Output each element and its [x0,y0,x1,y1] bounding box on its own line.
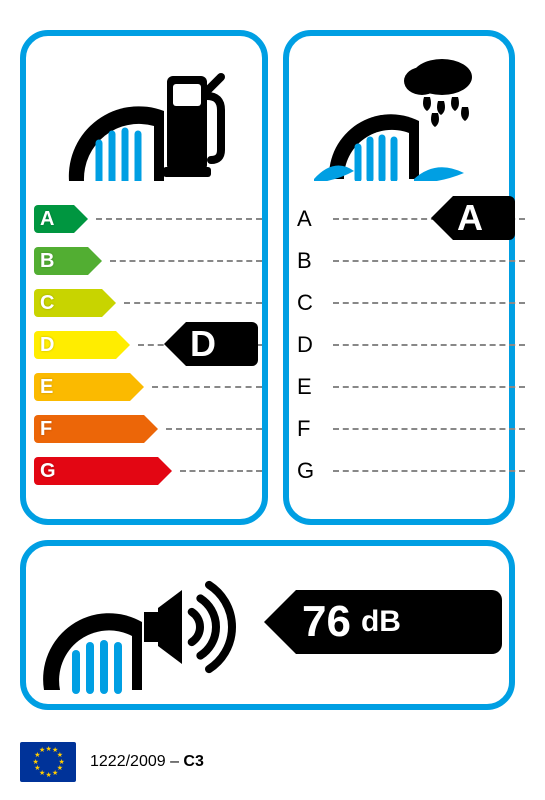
wet-grade-letter: D [297,332,327,358]
wet-grip-panel: ABCDEFG A [283,30,515,525]
fuel-row-b: B [34,246,266,276]
eu-star: ★ [39,748,44,753]
fuel-bar: F [34,415,144,443]
fuel-grade-letter: E [34,376,53,399]
footer: ★★★★★★★★★★★★ 1222/2009 – C3 [20,742,515,782]
fuel-row-f: F [34,414,266,444]
wet-row-g: G [297,456,529,486]
noise-panel: 76 dB [20,540,515,710]
fuel-grade-letter: D [34,334,54,357]
fuel-row-c: C [34,288,266,318]
eu-star: ★ [57,753,62,758]
dash-line [333,302,525,304]
fuel-grade-indicator: D [186,322,258,366]
fuel-grade-value: D [186,326,226,362]
regulation-text: 1222/2009 – C3 [90,753,204,771]
tyre-class: C3 [183,753,203,770]
wet-rating-scale: ABCDEFG [297,204,529,498]
fuel-grade-letter: G [34,460,56,483]
fuel-grade-letter: B [34,250,54,273]
wet-icon-area [289,36,509,196]
wet-row-b: B [297,246,529,276]
eu-star: ★ [33,760,38,765]
wet-grade-indicator: A [453,196,515,240]
wet-row-e: E [297,372,529,402]
fuel-bar: C [34,289,102,317]
wet-grade-letter: B [297,248,327,274]
wet-grade-letter: G [297,458,327,484]
fuel-grade-letter: F [34,418,52,441]
fuel-row-e: E [34,372,266,402]
dash-line [333,470,525,472]
eu-star: ★ [59,760,64,765]
wet-row-d: D [297,330,529,360]
noise-indicator: 76 dB [296,590,502,654]
dash-line [110,260,262,262]
tire-rain-icon [314,51,484,181]
dash-line [333,386,525,388]
noise-value: 76 [296,597,351,647]
fuel-bar: A [34,205,74,233]
wet-grade-letter: A [297,206,327,232]
dash-line [333,344,525,346]
fuel-bar: E [34,373,130,401]
tire-noise-icon [32,550,262,700]
wet-grade-letter: C [297,290,327,316]
wet-grade-letter: E [297,374,327,400]
fuel-bar: G [34,457,158,485]
eu-star: ★ [34,766,39,771]
regulation-number: 1222/2009 – [90,753,183,770]
eu-flag-icon: ★★★★★★★★★★★★ [20,742,76,782]
dash-line [180,470,262,472]
fuel-grade-letter: A [34,208,54,231]
wet-row-f: F [297,414,529,444]
fuel-bar: D [34,331,116,359]
wet-row-c: C [297,288,529,318]
fuel-row-g: G [34,456,266,486]
fuel-bar: B [34,247,88,275]
fuel-row-a: A [34,204,266,234]
dash-line [124,302,262,304]
dash-line [166,428,262,430]
eu-star: ★ [52,771,57,776]
wet-grade-value: A [453,200,493,236]
noise-unit: dB [361,605,401,639]
wet-grade-letter: F [297,416,327,442]
fuel-grade-letter: C [34,292,54,315]
eu-star: ★ [46,747,51,752]
dash-line [152,386,262,388]
fuel-icon-area [26,36,262,196]
fuel-efficiency-panel: ABCDEFG D [20,30,268,525]
dash-line [333,428,525,430]
dash-line [96,218,262,220]
dash-line [333,260,525,262]
sound-wave-arc [192,612,200,642]
tire-fuel-pump-icon [59,51,229,181]
eu-star: ★ [46,773,51,778]
